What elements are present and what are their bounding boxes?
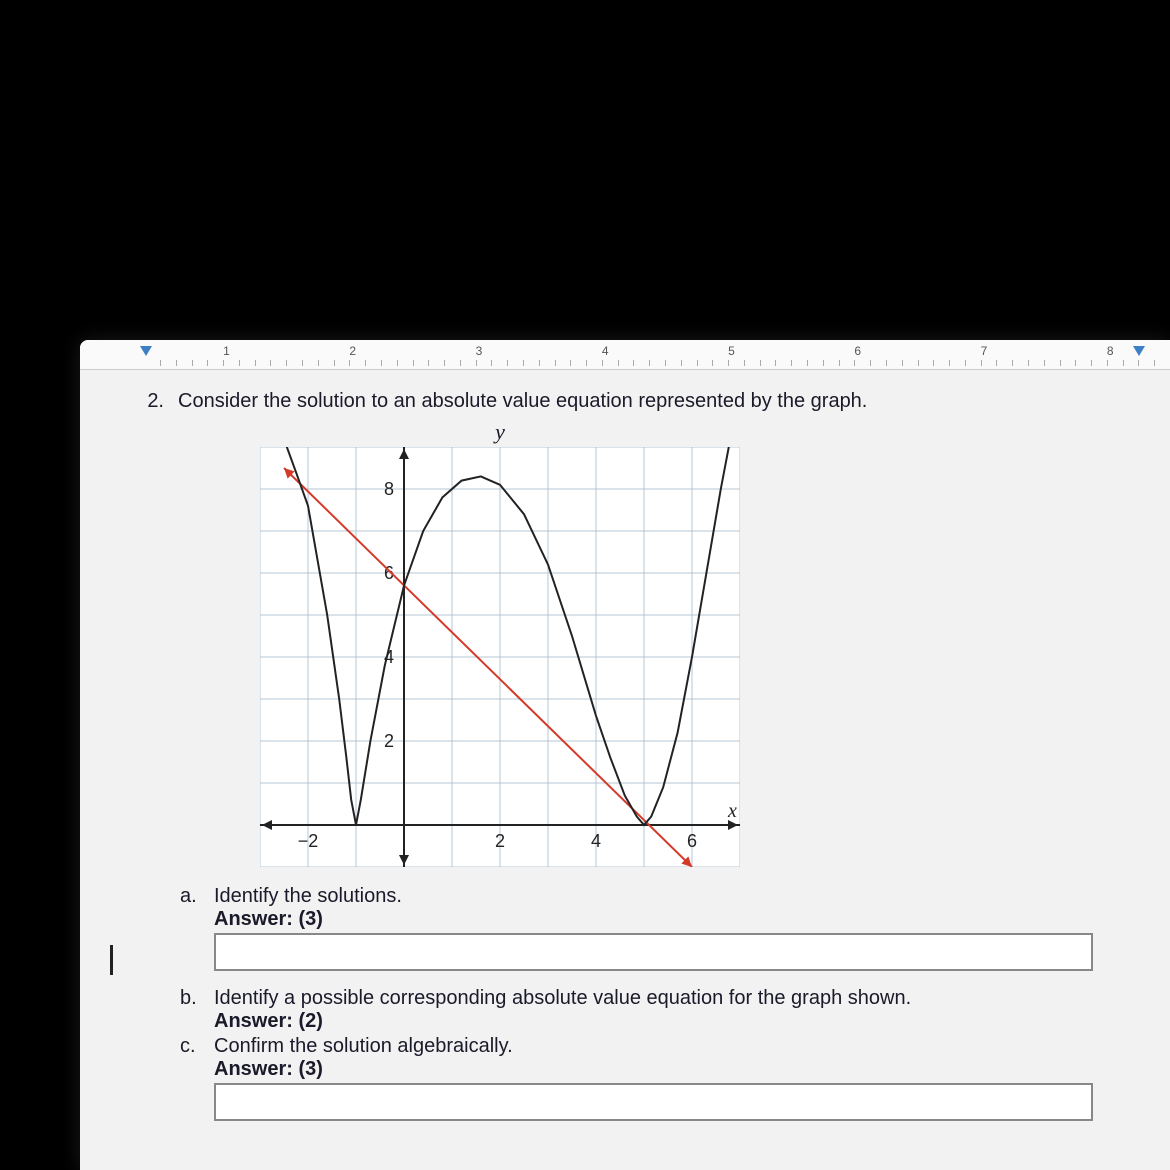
ruler-tick: 7 [981, 344, 988, 358]
indent-marker-right-icon[interactable] [1133, 346, 1145, 356]
part-c-label: c. [180, 1035, 200, 1131]
svg-text:6: 6 [687, 831, 697, 851]
y-axis-label: y [260, 419, 740, 445]
ruler: 1 2 3 4 5 6 7 8 [80, 340, 1170, 370]
content-area: 2. Consider the solution to an absolute … [80, 370, 1170, 1131]
part-a-text: Identify the solutions. [214, 885, 1130, 908]
part-b-text: Identify a possible corresponding absolu… [214, 987, 1130, 1010]
part-c-text: Confirm the solution algebraically. [214, 1035, 1130, 1058]
question-prompt: Consider the solution to an absolute val… [178, 390, 867, 413]
svg-text:−2: −2 [298, 831, 319, 851]
ruler-tick: 1 [223, 344, 230, 358]
part-a-label: a. [180, 885, 200, 981]
part-c: c. Confirm the solution algebraically. A… [180, 1035, 1130, 1131]
ruler-tick: 2 [349, 344, 356, 358]
part-b: b. Identify a possible corresponding abs… [180, 987, 1130, 1033]
ruler-tick: 5 [728, 344, 735, 358]
indent-marker-left-icon[interactable] [140, 346, 152, 356]
ruler-tick: 6 [854, 344, 861, 358]
document-page: 1 2 3 4 5 6 7 8 2. Consider the solution to an … [80, 340, 1170, 1170]
part-a-answer-label: Answer: (3) [214, 908, 1130, 931]
ruler-tick: 8 [1107, 344, 1114, 358]
part-b-answer-label: Answer: (2) [214, 1010, 1130, 1033]
part-a: a. Identify the solutions. Answer: (3) [180, 885, 1130, 981]
svg-text:2: 2 [384, 731, 394, 751]
chart: −22462468x [260, 447, 740, 867]
svg-text:8: 8 [384, 479, 394, 499]
part-b-label: b. [180, 987, 200, 1033]
text-cursor-icon [110, 945, 113, 975]
svg-text:x: x [727, 800, 737, 822]
part-c-answer-label: Answer: (3) [214, 1058, 1130, 1081]
part-c-answer-box[interactable] [214, 1083, 1093, 1121]
svg-text:4: 4 [591, 831, 601, 851]
question-number: 2. [140, 390, 164, 413]
ruler-tick: 3 [476, 344, 483, 358]
part-a-answer-box[interactable] [214, 933, 1093, 971]
svg-text:2: 2 [495, 831, 505, 851]
question-row: 2. Consider the solution to an absolute … [140, 390, 1130, 413]
ruler-tick: 4 [602, 344, 609, 358]
